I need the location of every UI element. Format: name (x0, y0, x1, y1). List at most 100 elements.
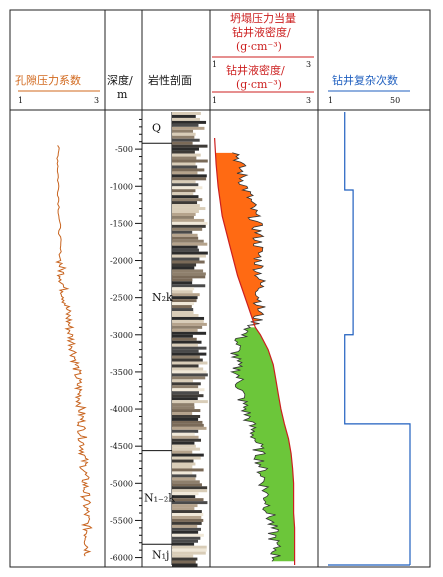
lith-layer (172, 453, 204, 457)
lith-layer (172, 120, 207, 124)
collapse-min: 1 (212, 60, 217, 69)
lith-layer (172, 144, 208, 148)
lith-layer (172, 260, 205, 264)
lith-layer (172, 227, 203, 231)
lith-layer (172, 489, 208, 493)
lith-layer (172, 141, 193, 145)
mud-unit: (g·cm⁻³) (236, 78, 282, 91)
lith-layer (172, 400, 208, 404)
lith-layer (172, 441, 195, 445)
lith-layer (172, 518, 204, 522)
lith-layer (172, 409, 201, 413)
lith-layer (172, 251, 208, 255)
lith-layer (172, 397, 198, 401)
lith-layer (172, 542, 195, 546)
lith-layer (172, 293, 200, 297)
lith-layer (172, 195, 199, 199)
lith-layer (172, 284, 206, 288)
lith-layer (172, 114, 196, 118)
lith-layer (172, 278, 193, 282)
lith-layer (172, 180, 196, 184)
lith-layer (172, 308, 194, 312)
lith-layer (172, 412, 193, 415)
lith-layer (172, 224, 206, 228)
lith-layer (172, 296, 198, 300)
lith-layer (172, 162, 196, 166)
lith-layer (172, 406, 195, 410)
lith-layer (172, 373, 208, 377)
mud-density-line (214, 137, 296, 565)
lith-layer (172, 221, 208, 225)
lith-layer (172, 132, 196, 136)
lith-layer (172, 480, 200, 484)
lith-layer (172, 287, 195, 291)
lith-layer (172, 423, 204, 427)
lith-layer (172, 358, 203, 362)
lith-layer (172, 153, 201, 157)
lith-layer (172, 498, 204, 502)
formation-label: N₁j (152, 549, 169, 562)
lith-layer (172, 530, 199, 534)
lith-layer (172, 459, 194, 463)
lith-layer (172, 322, 207, 326)
lith-layer (172, 465, 193, 469)
complexity-max: 50 (390, 96, 400, 105)
lith-layer (172, 388, 205, 392)
lithology-title: 岩性剖面 (148, 73, 192, 87)
lith-layer (172, 328, 198, 332)
lith-layer (172, 462, 196, 466)
lith-layer (172, 468, 204, 472)
lith-layer (172, 207, 206, 211)
lith-layer (172, 198, 203, 202)
lith-layer (172, 269, 204, 273)
lith-layer (172, 414, 201, 418)
lith-layer (172, 533, 204, 537)
lith-layer (172, 263, 197, 267)
lith-layer (172, 174, 207, 178)
lith-layer (172, 129, 194, 133)
lith-layer (172, 319, 204, 323)
lith-layer (172, 156, 197, 160)
lith-layer (172, 456, 201, 460)
pore-max: 3 (94, 96, 99, 105)
lith-layer (172, 230, 193, 234)
lith-layer (172, 171, 198, 175)
lith-layer (172, 233, 198, 237)
formation-label: Q (152, 122, 161, 135)
depth-title: 深度/ (107, 73, 133, 87)
lith-layer (172, 337, 197, 341)
lith-layer (172, 305, 192, 309)
lith-layer (172, 477, 196, 481)
lith-layer (172, 420, 203, 424)
lith-layer (172, 281, 193, 285)
lith-layer (172, 361, 208, 365)
lith-layer (172, 554, 194, 558)
collapse-title-1: 坍塌压力当量 (230, 11, 296, 25)
lith-layer (172, 501, 208, 505)
lith-layer (172, 355, 200, 359)
formation-label: N₁₋₂k (144, 491, 175, 504)
lith-layer (172, 236, 199, 240)
depth-tick-label: -2500 (110, 294, 133, 303)
lith-layer (172, 450, 193, 454)
collapse-title-2: 钻井液密度/ (232, 25, 291, 39)
lith-layer (172, 257, 200, 261)
lith-layer (172, 382, 201, 386)
lith-layer (172, 513, 204, 516)
lith-layer (172, 444, 196, 448)
lith-layer (172, 210, 199, 213)
complexity-step-line (344, 112, 411, 565)
lith-layer (172, 435, 199, 439)
lith-layer (172, 302, 195, 306)
depth-tick-label: -6000 (110, 554, 133, 563)
lith-layer (172, 539, 199, 543)
lith-layer (172, 527, 201, 531)
lith-layer (172, 391, 199, 395)
lith-layer (172, 471, 193, 475)
lith-layer (172, 138, 200, 142)
lith-layer (172, 150, 195, 154)
pore-pressure-line (55, 145, 93, 557)
collapse-max: 3 (306, 60, 311, 69)
lith-layer (172, 117, 201, 121)
depth-tick-label: -5000 (110, 479, 133, 488)
